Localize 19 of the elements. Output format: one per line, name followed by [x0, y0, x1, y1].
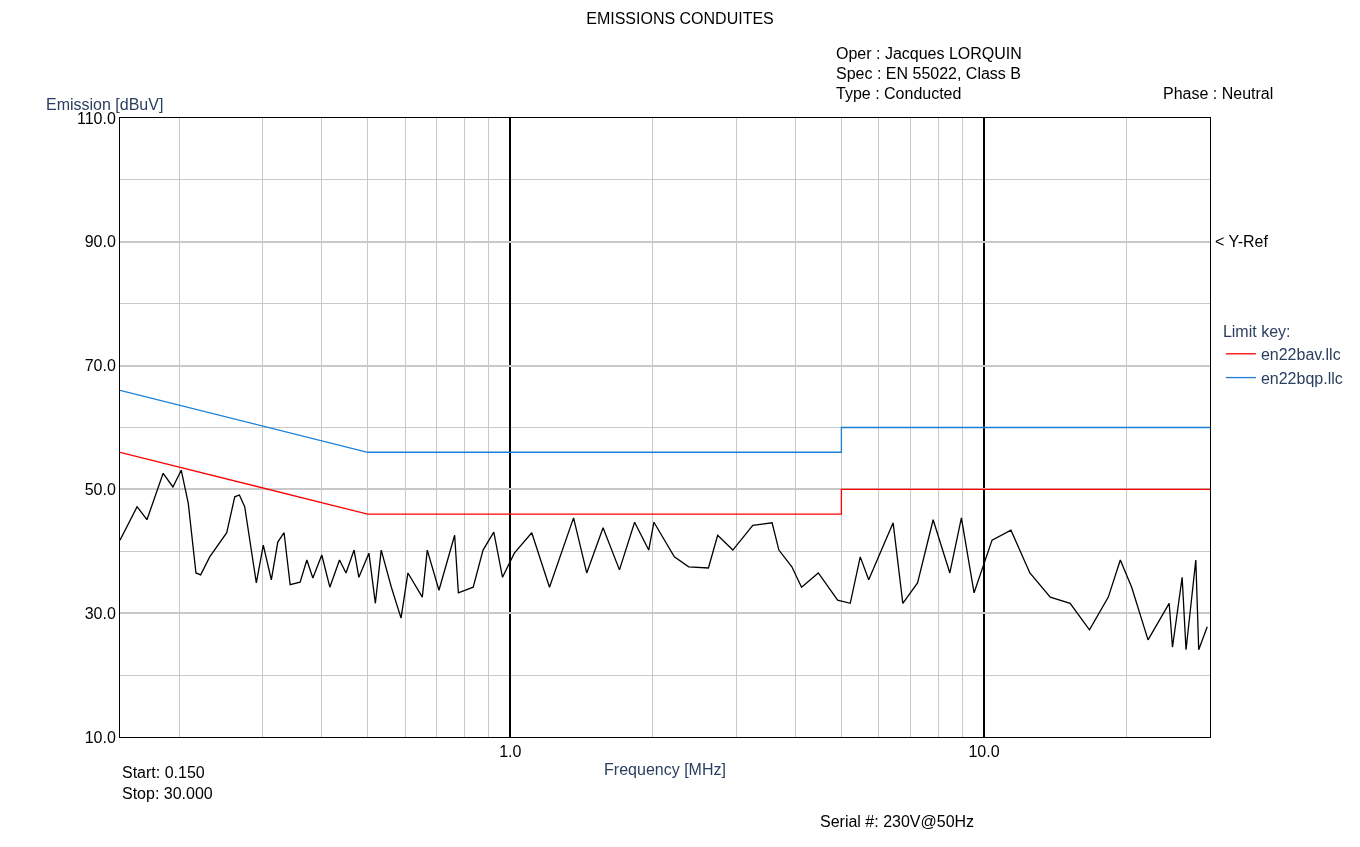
legend-title: Limit key:: [1222, 322, 1291, 340]
legend-label: en22bqp.llc: [1260, 369, 1343, 387]
text: Serial #: 230V@50Hz: [820, 813, 975, 830]
text: Stop: 30.000: [122, 785, 213, 802]
y-tick-label: 70.0: [84, 357, 116, 375]
text: Type : Conducted: [836, 85, 962, 102]
chart-title: EMISSIONS CONDUITES: [586, 9, 774, 27]
x-tick-label: 1.0: [499, 743, 522, 761]
text: Oper : Jacques LORQUIN: [836, 45, 1022, 62]
text: Start: 0.150: [122, 764, 205, 781]
text: Phase : Neutral: [1163, 85, 1274, 102]
text: Spec : EN 55022, Class B: [836, 65, 1021, 82]
y-tick-label: 30.0: [84, 604, 116, 622]
legend-label: en22bav.llc: [1260, 346, 1341, 364]
y-tick-label: 50.0: [84, 481, 116, 498]
y-tick-label: 10.0: [84, 728, 116, 746]
y-tick-label: 90.0: [84, 233, 116, 251]
x-axis-title: Frequency [MHz]: [604, 760, 726, 778]
text: < Y-Ref: [1215, 233, 1269, 250]
